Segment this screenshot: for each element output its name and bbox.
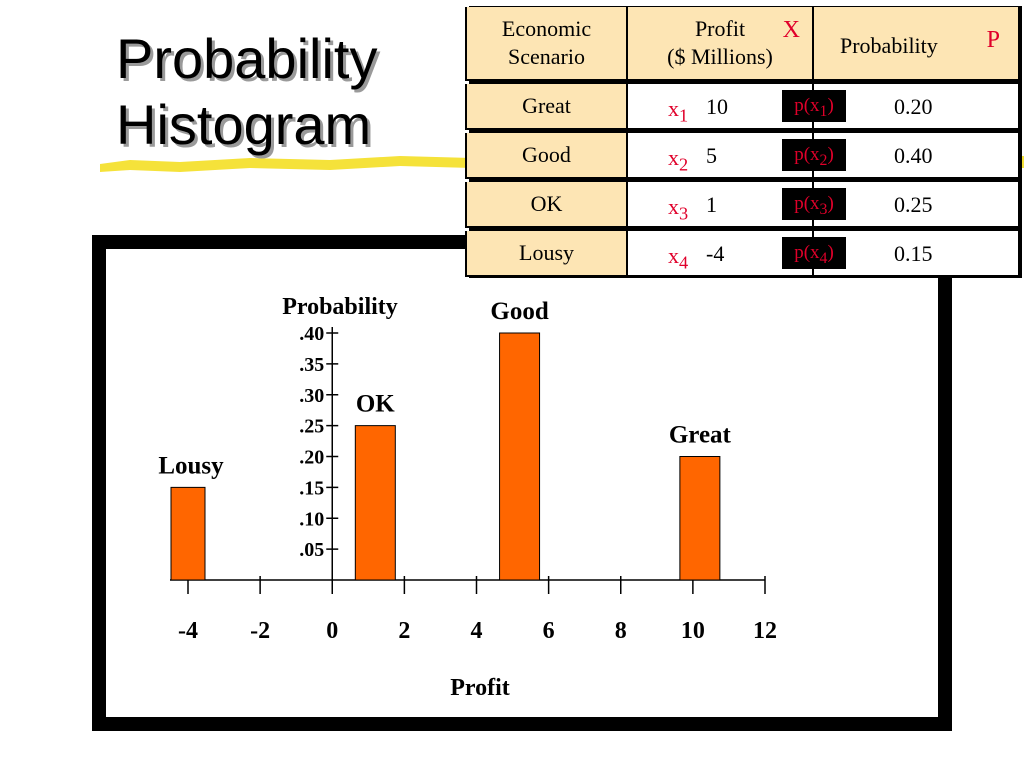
y-axis: .05 .10 .15 .20 .25 .30 .35 .40 bbox=[299, 323, 339, 580]
bar-great bbox=[679, 456, 721, 581]
header-profit-line2: ($ Millions) bbox=[667, 44, 773, 69]
x-tick-label: 0 bbox=[326, 618, 338, 644]
header-scenario: Economic Scenario bbox=[465, 7, 628, 81]
x-tick-label: -4 bbox=[178, 618, 198, 644]
scenario-cell: Great bbox=[465, 84, 628, 130]
probability-cell: p(x1) 0.20 bbox=[782, 84, 1020, 130]
x-tick-label: -2 bbox=[250, 618, 270, 644]
header-profit-variable: X bbox=[782, 17, 800, 43]
p-of-x-label: p(x4) bbox=[782, 237, 846, 269]
y-tick-label: .30 bbox=[299, 385, 324, 407]
title-line-2: Histogram bbox=[116, 93, 372, 156]
x-tick-label: 6 bbox=[543, 618, 555, 644]
table-row: Great x1 10 p(x1) 0.20 bbox=[465, 84, 1020, 130]
table-row: Good x2 5 p(x2) 0.40 bbox=[465, 133, 1020, 179]
probability-value: 0.20 bbox=[894, 94, 933, 119]
x-axis-title: Profit bbox=[450, 675, 510, 701]
probability-value: 0.40 bbox=[894, 143, 933, 168]
probability-cell: p(x2) 0.40 bbox=[782, 133, 1020, 179]
p-of-x-label: p(x3) bbox=[782, 188, 846, 220]
y-tick-label: .15 bbox=[299, 477, 324, 499]
bar-label: Great bbox=[669, 422, 732, 449]
x-tick-label: 2 bbox=[398, 618, 410, 644]
bars: Lousy OK Good Great bbox=[158, 298, 732, 581]
header-probability-variable: P bbox=[986, 27, 1000, 53]
y-tick-label: .40 bbox=[299, 323, 324, 345]
header-profit: Profit ($ Millions) X bbox=[628, 7, 814, 81]
probability-value: 0.25 bbox=[894, 192, 933, 217]
y-axis-title: Probability bbox=[282, 294, 398, 320]
profit-value: 1 bbox=[706, 192, 717, 217]
header-profit-line1: Profit bbox=[694, 16, 746, 41]
header-probability-text: Probability bbox=[840, 33, 938, 58]
slide-title: Probability Histogram bbox=[116, 26, 377, 158]
title-line-1: Probability bbox=[116, 27, 378, 90]
bar-lousy bbox=[170, 486, 206, 581]
x-tick-label: 10 bbox=[681, 618, 705, 644]
y-tick-label: .35 bbox=[299, 354, 324, 376]
bar-ok bbox=[354, 425, 396, 581]
p-of-x-label: p(x2) bbox=[782, 139, 846, 171]
x-axis: -4 -2 0 2 4 6 8 10 12 bbox=[170, 576, 777, 644]
p-of-x-label: p(x1) bbox=[782, 90, 846, 122]
x-variable-label: x1 bbox=[668, 96, 689, 126]
bar-label: Lousy bbox=[158, 452, 224, 479]
highlighter-stroke bbox=[100, 156, 472, 172]
y-tick-label: .25 bbox=[299, 416, 324, 438]
x-tick-label: 8 bbox=[615, 618, 627, 644]
x-variable-label: x4 bbox=[668, 243, 689, 273]
bar-good bbox=[499, 332, 541, 581]
table-row: OK x3 1 p(x3) 0.25 bbox=[465, 182, 1020, 228]
scenario-table: Economic Scenario Profit ($ Millions) X … bbox=[465, 4, 1020, 280]
scenario-cell: Lousy bbox=[465, 231, 628, 277]
probability-value: 0.15 bbox=[894, 241, 933, 266]
bar-label: OK bbox=[356, 391, 395, 418]
x-variable-label: x3 bbox=[668, 194, 689, 224]
probability-cell: p(x3) 0.25 bbox=[782, 182, 1020, 228]
y-tick-label: .05 bbox=[299, 539, 324, 561]
scenario-cell: Good bbox=[465, 133, 628, 179]
profit-value: 5 bbox=[706, 143, 717, 168]
header-scenario-text: Economic Scenario bbox=[501, 16, 592, 69]
table-header-row: Economic Scenario Profit ($ Millions) X … bbox=[465, 7, 1020, 81]
y-tick-label: .20 bbox=[299, 447, 324, 469]
x-tick-label: 12 bbox=[753, 618, 777, 644]
x-variable-label: x2 bbox=[668, 145, 689, 175]
probability-cell: p(x4) 0.15 bbox=[782, 231, 1020, 277]
table-row: Lousy x4 -4 p(x4) 0.15 bbox=[465, 231, 1020, 277]
y-tick-label: .10 bbox=[299, 508, 324, 530]
profit-value: 10 bbox=[706, 94, 728, 119]
profit-value: -4 bbox=[706, 241, 725, 266]
x-tick-label: 4 bbox=[471, 618, 483, 644]
bar-label: Good bbox=[490, 298, 548, 325]
scenario-cell: OK bbox=[465, 182, 628, 228]
header-probability: Probability P bbox=[814, 7, 1020, 81]
